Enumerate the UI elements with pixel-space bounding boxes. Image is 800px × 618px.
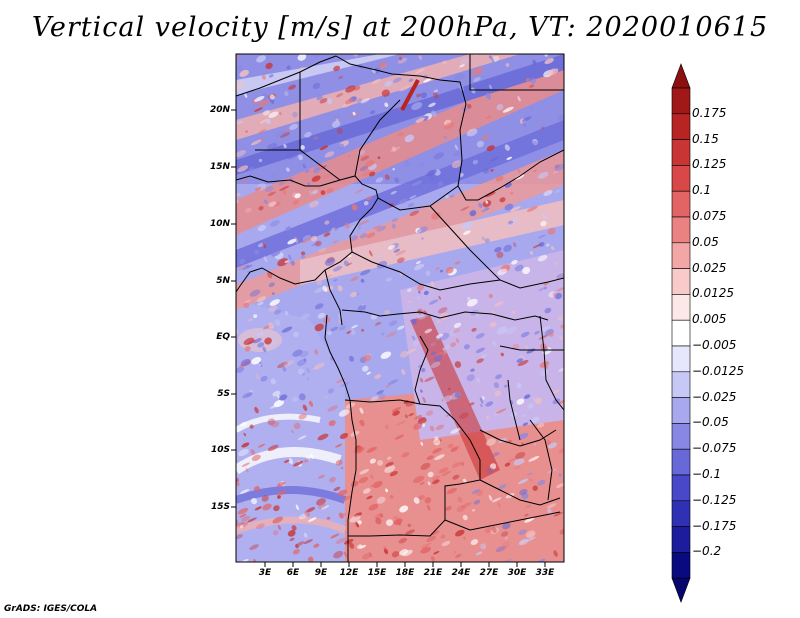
colorbar-bottom-arrow bbox=[671, 577, 691, 604]
colorbar-label: 0.1 bbox=[692, 183, 712, 198]
colorbar-swatch bbox=[671, 190, 691, 218]
colorbar-label: −0.005 bbox=[692, 338, 737, 352]
colorbar-label: −0.025 bbox=[692, 389, 737, 404]
colorbar-label: 0.125 bbox=[692, 157, 727, 172]
country-borders bbox=[236, 54, 564, 562]
colorbar-swatch bbox=[671, 165, 691, 192]
colorbar-label: −0.05 bbox=[692, 415, 729, 430]
lat-label-20n: 20N bbox=[209, 105, 230, 115]
colorbar-label: −0.2 bbox=[692, 544, 722, 559]
colorbar-swatch bbox=[671, 423, 691, 450]
lon-label-9e: 9E bbox=[314, 568, 328, 578]
colorbar-label: −0.125 bbox=[692, 492, 737, 507]
colorbar-swatch bbox=[671, 500, 691, 527]
footer-credit: GrADS: IGES/COLA bbox=[4, 604, 98, 614]
colorbar-swatch bbox=[671, 448, 691, 476]
colorbar-label: 0.15 bbox=[692, 131, 719, 146]
lat-label-10s: 10S bbox=[210, 445, 230, 455]
colorbar-swatch bbox=[671, 139, 691, 166]
lon-label-33e: 33E bbox=[535, 568, 555, 578]
colorbar-swatch bbox=[671, 294, 691, 321]
lon-label-24e: 24E bbox=[451, 568, 471, 578]
colorbar-label: 0.0125 bbox=[692, 286, 734, 301]
colorbar-swatch bbox=[671, 216, 691, 244]
lon-label-27e: 27E bbox=[479, 568, 499, 578]
colorbar-label: 0.025 bbox=[692, 260, 727, 275]
colorbar-swatch bbox=[671, 87, 691, 115]
colorbar-swatch bbox=[671, 345, 691, 373]
colorbar-swatch bbox=[671, 474, 691, 502]
lon-label-3e: 3E bbox=[258, 568, 272, 578]
lat-label-15s: 15S bbox=[210, 502, 230, 512]
colorbar-swatch bbox=[671, 552, 691, 579]
colorbar bbox=[671, 63, 691, 604]
colorbar-label: 0.005 bbox=[692, 312, 727, 327]
colorbar-label: −0.075 bbox=[692, 441, 737, 456]
axis-ticks bbox=[231, 109, 546, 567]
lat-label-15n: 15N bbox=[209, 162, 230, 172]
colorbar-label: 0.075 bbox=[692, 209, 727, 223]
lon-label-21e: 21E bbox=[423, 568, 443, 578]
map-frame bbox=[235, 53, 565, 563]
lat-label-5n: 5N bbox=[216, 276, 230, 286]
colorbar-label: −0.175 bbox=[692, 518, 737, 533]
colorbar-swatch bbox=[671, 397, 691, 424]
colorbar-label: 0.05 bbox=[692, 234, 719, 249]
colorbar-swatch bbox=[671, 242, 691, 269]
lon-label-30e: 30E bbox=[507, 568, 527, 578]
chart-title: Vertical velocity [m/s] at 200hPa, VT: 2… bbox=[31, 12, 769, 43]
lon-label-6e: 6E bbox=[286, 568, 300, 578]
colorbar-top-arrow bbox=[671, 63, 691, 89]
lat-label-5s: 5S bbox=[217, 389, 230, 399]
lat-label-eq: EQ bbox=[216, 332, 230, 342]
lat-label-10n: 10N bbox=[209, 219, 230, 229]
colorbar-swatch bbox=[671, 526, 691, 553]
lon-label-12e: 12E bbox=[339, 568, 359, 578]
lon-label-15e: 15E bbox=[367, 568, 387, 578]
colorbar-swatch bbox=[671, 113, 691, 140]
colorbar-swatch bbox=[671, 319, 691, 347]
colorbar-label: 0.175 bbox=[692, 105, 727, 120]
colorbar-label: −0.1 bbox=[692, 467, 722, 481]
colorbar-swatch bbox=[671, 268, 691, 295]
colorbar-swatch bbox=[671, 371, 691, 398]
velocity-field bbox=[236, 54, 564, 562]
colorbar-label: −0.0125 bbox=[692, 363, 745, 378]
lon-label-18e: 18E bbox=[395, 568, 415, 578]
